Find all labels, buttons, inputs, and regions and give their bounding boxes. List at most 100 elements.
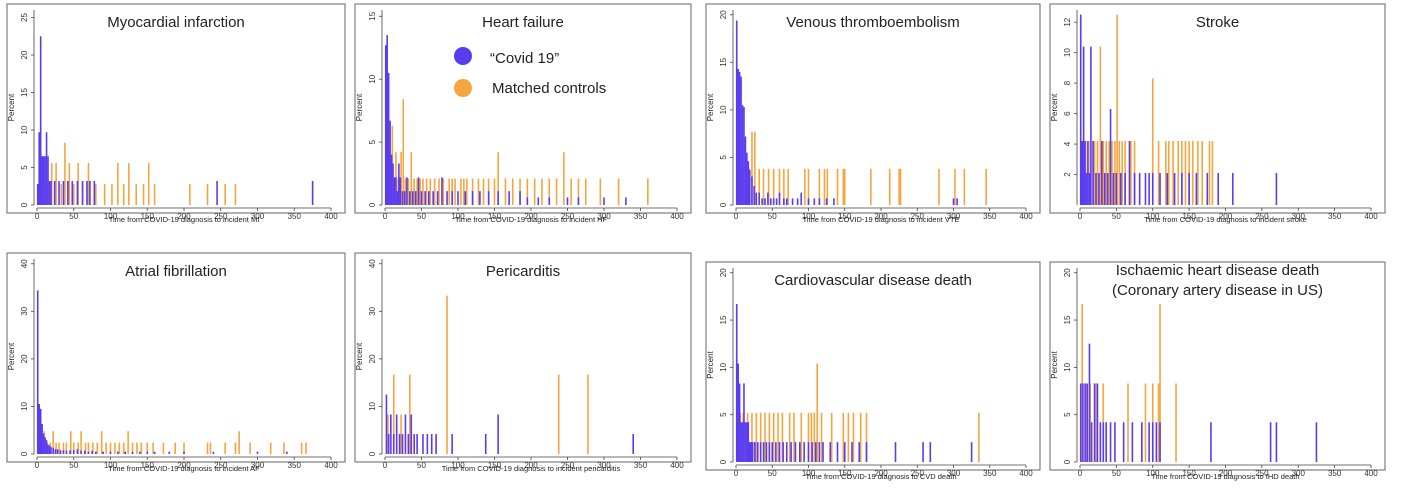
y-tick-label: 15: [719, 57, 728, 66]
plot-frame: [705, 3, 1041, 214]
y-tick-label: 0: [1063, 459, 1072, 464]
x-tick-label: 0: [1078, 212, 1083, 221]
x-tick-label: 250: [214, 212, 228, 221]
x-tick-label: 400: [1019, 212, 1033, 221]
y-tick-label: 0: [719, 202, 728, 207]
x-tick-label: 250: [1255, 469, 1269, 478]
x-tick-label: 400: [670, 212, 684, 221]
chart-title: Ischaemic heart disease death: [1116, 262, 1319, 279]
x-tick-label: 300: [597, 461, 611, 470]
chart-title: Atrial fibrillation: [125, 263, 227, 280]
chart-title: Venous thromboembolism: [786, 14, 959, 31]
y-tick-label: 20: [368, 354, 377, 363]
x-tick-label: 0: [734, 469, 739, 478]
y-tick-label: 40: [20, 259, 29, 268]
y-tick-label: 0: [20, 451, 29, 456]
legend-control-label: Matched controls: [492, 80, 606, 97]
x-tick-label: 50: [69, 461, 78, 470]
y-tick-label: 10: [719, 105, 728, 114]
x-tick-label: 150: [838, 212, 852, 221]
y-tick-label: 10: [20, 125, 29, 134]
x-axis-label: Time from COVID-19 diagnosis to incident…: [455, 215, 608, 224]
y-axis-label: Percent: [355, 342, 364, 370]
chart-panel-4: 2 4 6 8 10 12 0 50 100 150 200 250 300 350 400 Time fro…: [1049, 3, 1386, 224]
y-tick-label: 0: [368, 202, 377, 207]
y-tick-label: 0: [20, 202, 29, 207]
x-tick-label: 300: [597, 212, 611, 221]
x-tick-label: 150: [1182, 212, 1196, 221]
x-tick-label: 200: [1219, 469, 1233, 478]
x-tick-label: 150: [838, 469, 852, 478]
y-tick-label: 10: [1063, 362, 1072, 371]
chart-subtitle: (Coronary artery disease in US): [1112, 282, 1323, 299]
y-tick-label: 5: [1063, 412, 1072, 417]
y-tick-label: 5: [719, 412, 728, 417]
y-tick-label: 12: [1063, 17, 1072, 26]
y-tick-label: 20: [1063, 268, 1072, 277]
x-tick-label: 150: [488, 212, 502, 221]
x-tick-label: 350: [634, 461, 648, 470]
y-tick-label: 30: [20, 306, 29, 315]
y-tick-label: 5: [20, 165, 29, 170]
x-tick-label: 400: [670, 461, 684, 470]
chart-title: Heart failure: [482, 14, 564, 31]
x-tick-label: 200: [177, 212, 191, 221]
y-tick-label: 20: [719, 268, 728, 277]
x-tick-label: 400: [1364, 212, 1378, 221]
x-tick-label: 100: [451, 212, 465, 221]
x-tick-label: 350: [983, 469, 997, 478]
y-tick-label: 20: [719, 10, 728, 19]
x-tick-label: 100: [802, 212, 816, 221]
y-tick-label: 10: [1063, 48, 1072, 57]
x-tick-label: 300: [1292, 469, 1306, 478]
y-axis-label: Percent: [1050, 93, 1059, 121]
chart-title: Cardiovascular disease death: [774, 272, 972, 289]
x-axis-label: Time from COVID-19 diagnosis to CVD deat…: [805, 472, 956, 481]
y-tick-label: 25: [20, 13, 29, 22]
x-tick-label: 300: [251, 461, 265, 470]
x-axis-label: Time from COVID-19 diagnosis to incident…: [803, 215, 960, 224]
x-tick-label: 250: [561, 461, 575, 470]
x-axis-label: Time from COVID-19 diagnosis to IHD deat…: [1151, 472, 1299, 481]
chart-title: Pericarditis: [486, 263, 560, 280]
x-tick-label: 350: [288, 461, 302, 470]
x-tick-label: 350: [634, 212, 648, 221]
legend-covid-marker: [454, 47, 472, 65]
y-tick-label: 8: [1063, 80, 1072, 85]
y-tick-label: 0: [368, 451, 377, 456]
chart-title: Stroke: [1196, 14, 1239, 31]
legend-covid-label: “Covid 19”: [490, 50, 559, 67]
y-tick-label: 30: [368, 306, 377, 315]
y-tick-label: 15: [368, 11, 377, 20]
x-tick-label: 200: [874, 469, 888, 478]
x-tick-label: 250: [911, 212, 925, 221]
x-axis-label: Time from COVID-19 diagnosis to incident…: [109, 215, 260, 224]
y-tick-label: 0: [719, 459, 728, 464]
x-tick-label: 50: [417, 461, 426, 470]
x-axis-label: Time from COVID-19 diagnosis to incident…: [442, 464, 621, 473]
x-tick-label: 350: [1328, 469, 1342, 478]
x-tick-label: 300: [1292, 212, 1306, 221]
x-tick-label: 400: [324, 461, 338, 470]
x-tick-label: 100: [104, 212, 118, 221]
y-tick-label: 4: [1063, 141, 1072, 146]
x-tick-label: 150: [1182, 469, 1196, 478]
x-tick-label: 0: [734, 212, 739, 221]
plot-frame: [6, 252, 346, 463]
y-axis-label: Percent: [7, 93, 16, 121]
y-tick-label: 40: [368, 259, 377, 268]
x-tick-label: 50: [1112, 469, 1121, 478]
y-tick-label: 2: [1063, 172, 1072, 177]
x-tick-label: 150: [488, 461, 502, 470]
x-tick-label: 50: [417, 212, 426, 221]
x-tick-label: 50: [1112, 212, 1121, 221]
y-tick-label: 5: [368, 139, 377, 144]
y-axis-label: Percent: [1050, 350, 1059, 378]
x-axis-label: Time from COVID-19 diagnosis to incident…: [108, 464, 260, 473]
x-tick-label: 0: [1078, 469, 1083, 478]
x-tick-label: 50: [69, 212, 78, 221]
y-axis-label: Percent: [706, 350, 715, 378]
